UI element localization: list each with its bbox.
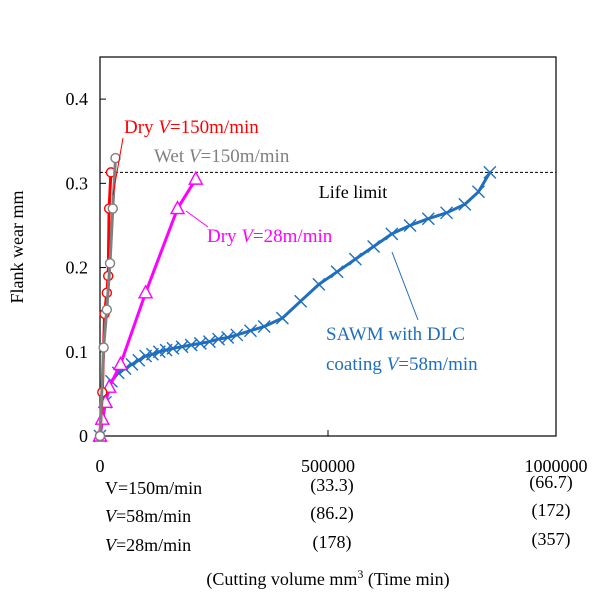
time-row-end-value: (357)	[532, 529, 571, 550]
data-point-sawm58	[458, 197, 472, 211]
x-axis-label: (Cutting volume mm3 (Time min)	[206, 567, 449, 590]
data-point-sawm58	[385, 227, 399, 241]
data-point-wet150	[94, 430, 106, 442]
y-tick-label: 0.1	[66, 342, 89, 362]
data-point-sawm58	[243, 324, 257, 338]
data-point-sawm58	[202, 335, 216, 349]
series-sawm58	[93, 165, 497, 443]
time-row-mid-value: (86.2)	[310, 503, 354, 524]
data-point-dry28	[169, 200, 186, 215]
data-point-dry28	[188, 170, 204, 185]
data-point-sawm58	[330, 265, 344, 279]
data-point-dry28	[112, 355, 129, 371]
series-label-dry150: Dry V=150m/min	[124, 117, 259, 138]
data-point-sawm58	[312, 277, 326, 291]
series-labels-group: Dry V=150m/min Wet V=150m/min Dry V=28m/mi…	[112, 117, 478, 375]
y-tick-label: 0	[79, 426, 88, 446]
data-point-dry28	[137, 284, 154, 299]
x-tick-label: 500000	[301, 456, 355, 476]
y-axis-label: Flank wear mm	[7, 191, 27, 304]
data-point-wet150	[107, 203, 118, 214]
data-point-sawm58	[483, 165, 497, 179]
data-point-sawm58	[275, 311, 289, 325]
x-tick-label: 1000000	[525, 456, 588, 476]
data-point-sawm58	[471, 185, 485, 199]
time-row-end-value: (66.7)	[529, 472, 573, 493]
data-point-sawm58	[125, 357, 139, 371]
series-label-dry28: Dry V=28m/min	[207, 226, 333, 247]
axes: 0 0.1 0.2 0.3 0.4 0 500000 1000000 Flank wear mm	[7, 56, 588, 476]
life-limit-group: Life limit	[100, 171, 556, 202]
data-point-sawm58	[403, 218, 417, 232]
series-line-wet150	[98, 158, 117, 437]
data-point-sawm58	[230, 328, 244, 342]
data-point-sawm58	[421, 212, 435, 226]
data-point-sawm58	[440, 206, 454, 220]
y-tick-label: 0.4	[66, 89, 89, 109]
series-label-sawm58-line2: coating V=58m/min	[326, 354, 478, 375]
series-line-dry28	[98, 178, 198, 437]
y-tick-label: 0.2	[66, 258, 89, 278]
time-row-end-value: (172)	[532, 500, 571, 521]
data-point-wet150	[98, 342, 109, 353]
data-point-sawm58	[348, 252, 362, 266]
time-row-label: V=150m/min	[105, 478, 202, 498]
data-point-sawm58	[221, 330, 235, 344]
time-row-mid-value: (178)	[313, 532, 352, 553]
time-row-label: V=58m/min	[105, 506, 191, 526]
series-line-sawm58	[98, 171, 492, 437]
time-row-label: V=28m/min	[105, 535, 191, 555]
leader-line-dry28	[185, 210, 209, 228]
data-point-sawm58	[132, 353, 146, 367]
series-label-sawm58-line1: SAWM with DLC	[326, 324, 465, 345]
data-point-wet150	[101, 304, 113, 315]
data-point-wet150	[110, 152, 121, 164]
time-table-group: V=150m/min (33.3) (66.7) V=58m/min (86.2) (17…	[105, 472, 573, 590]
life-limit-label: Life limit	[319, 182, 387, 202]
data-point-wet150	[104, 258, 116, 269]
series-label-wet150: Wet V=150m/min	[154, 146, 290, 167]
leader-line-dry150	[112, 137, 124, 196]
data-point-sawm58	[367, 240, 381, 253]
data-point-sawm58	[294, 294, 308, 308]
leader-line-sawm58	[391, 251, 419, 321]
y-tick-label: 0.3	[66, 173, 89, 193]
time-row-mid-value: (33.3)	[310, 475, 354, 496]
series-group	[92, 152, 497, 443]
data-point-sawm58	[145, 347, 159, 361]
x-tick-label: 0	[96, 456, 105, 476]
data-point-sawm58	[257, 320, 271, 334]
series-wet150	[94, 152, 121, 442]
